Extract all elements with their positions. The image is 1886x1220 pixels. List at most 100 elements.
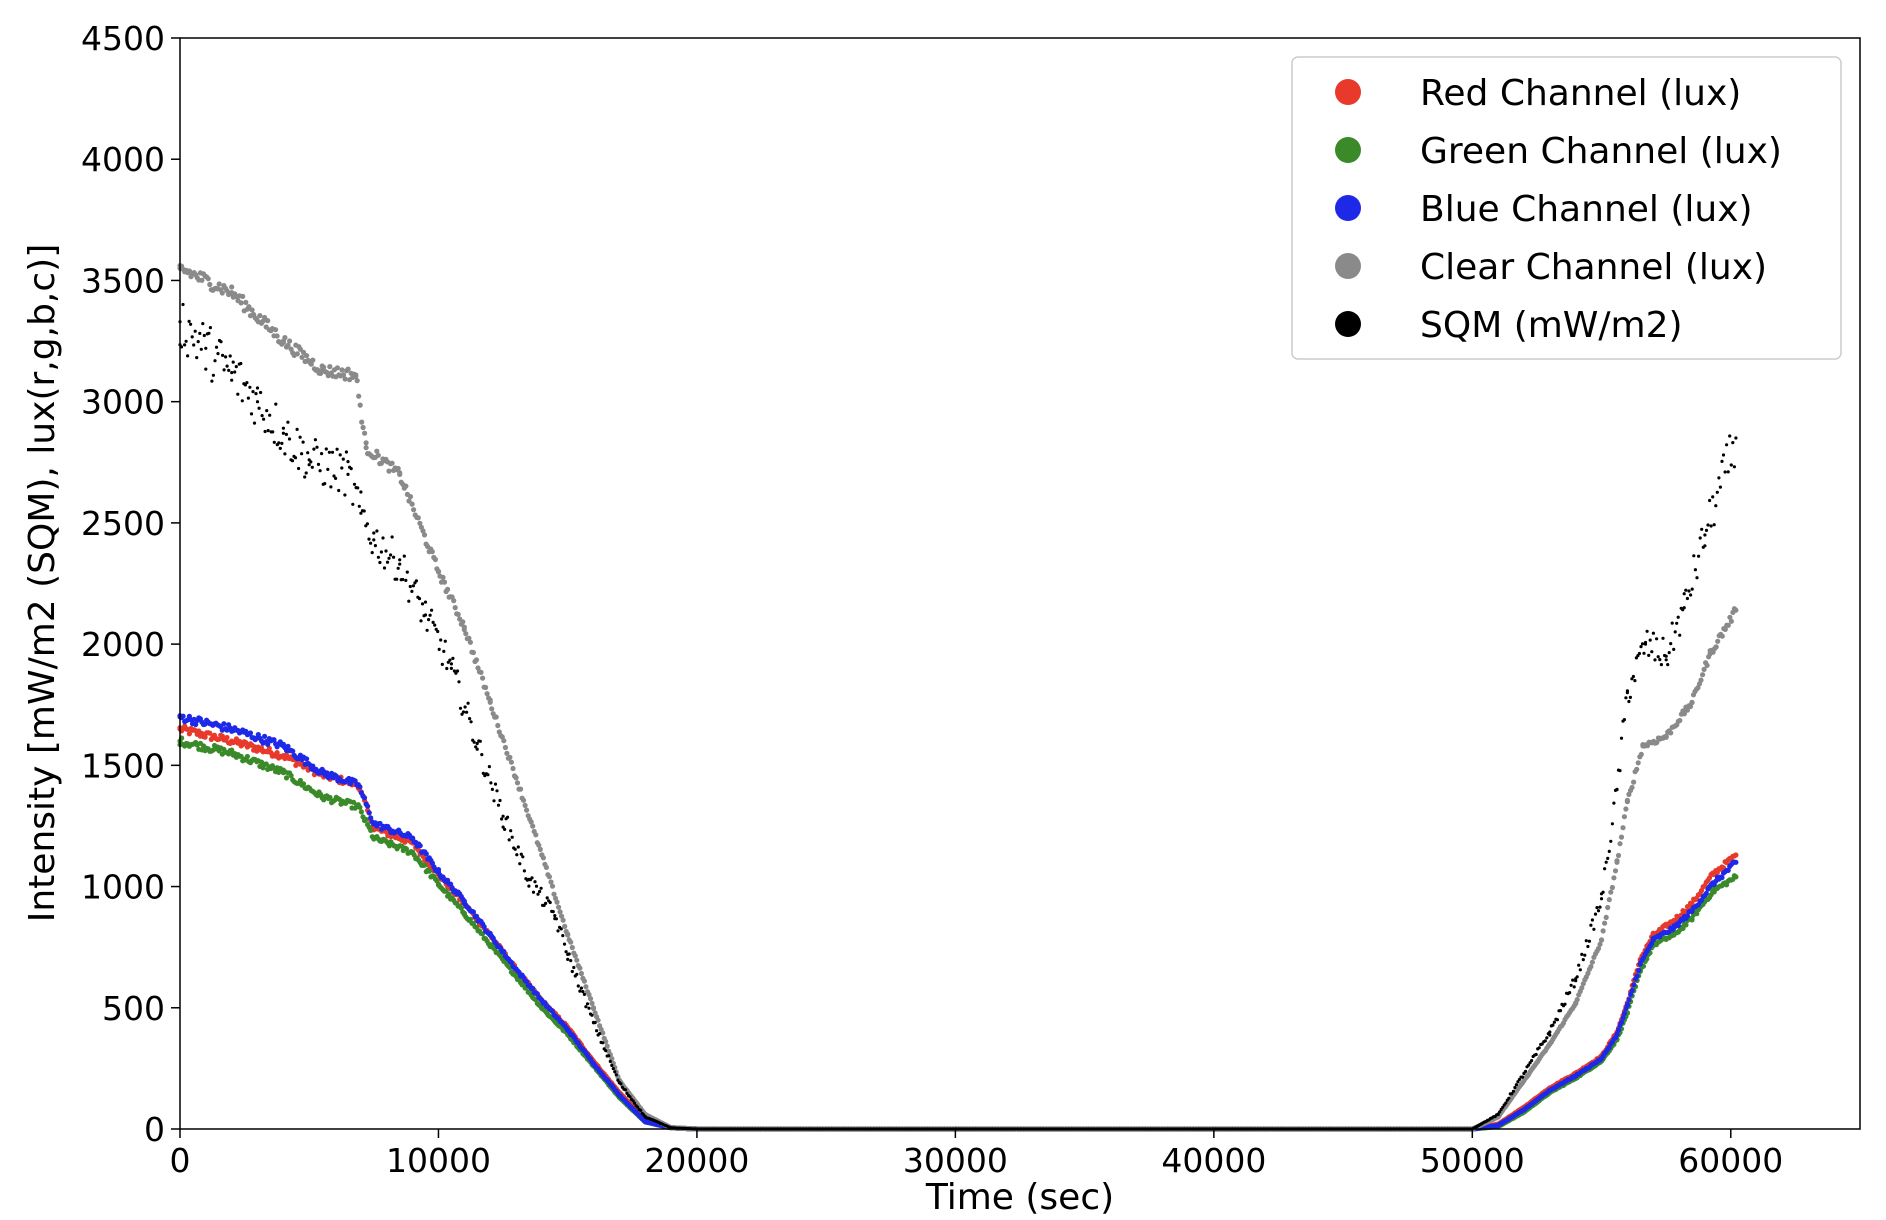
data-point [514,780,521,786]
data-point [1602,920,1608,926]
data-point [271,737,277,743]
data-point [1671,925,1677,931]
data-point [496,803,501,807]
data-point [498,798,502,803]
data-point [1733,852,1739,858]
data-point [439,638,443,642]
data-point [1640,743,1646,749]
data-point [274,402,278,406]
data-point [522,802,528,809]
data-point [249,307,255,313]
data-point [531,890,536,894]
data-point [570,969,574,974]
data-point [266,429,270,433]
data-point [595,1017,601,1023]
data-point [466,635,472,641]
data-point [229,738,235,744]
data-point [319,794,325,800]
data-point [274,333,280,339]
data-point [432,556,438,563]
data-point [572,953,578,959]
data-point [362,430,368,436]
data-point [300,452,304,456]
data-point [205,276,211,282]
data-point [392,555,396,559]
data-point [539,1005,545,1011]
data-point [562,923,568,930]
data-point [492,799,496,803]
data-point [611,1067,615,1071]
data-point [1689,908,1695,914]
data-point [1628,991,1634,998]
data-point [561,934,565,938]
data-point [355,782,361,788]
data-point [474,745,478,749]
data-point [433,623,437,627]
data-point [233,370,237,374]
data-point [473,657,480,663]
data-point [211,373,215,377]
data-point [509,829,513,833]
data-point [463,705,467,709]
data-point [358,809,364,815]
data-point [414,579,418,583]
data-point [423,600,428,604]
data-point [1589,959,1595,965]
data-point [202,333,206,338]
data-point [1621,1010,1627,1017]
data-point [219,733,225,739]
data-point [590,1060,597,1067]
data-point [238,300,244,306]
data-point [195,356,199,360]
data-point [213,359,217,363]
data-point [533,880,537,884]
data-point [513,774,519,781]
data-point [1722,626,1728,633]
data-point [251,390,255,394]
data-point [451,598,457,604]
data-point [478,739,482,743]
data-point [265,741,271,748]
data-point [467,639,473,645]
data-point [1725,622,1731,628]
data-point [307,463,311,467]
data-point [417,597,422,601]
data-point [222,368,226,372]
data-point [467,916,473,923]
data-point [1710,871,1716,878]
data-point [554,899,560,905]
data-point [1611,875,1617,881]
data-point [533,832,539,838]
data-point [335,447,339,451]
data-point [1547,1087,1553,1093]
data-point [363,440,369,446]
data-point [395,577,399,581]
data-point [443,639,447,643]
data-point [600,1030,606,1036]
data-point [323,482,327,486]
data-point [337,488,341,493]
data-point [1588,964,1594,970]
data-point [569,944,575,951]
data-point [446,660,450,664]
data-point [280,441,284,445]
data-point [221,721,227,727]
data-point [352,482,357,486]
data-point [278,446,282,450]
data-point [538,889,542,894]
data-point [557,909,563,915]
data-point [461,710,466,714]
data-point [440,574,446,581]
data-point [297,466,301,471]
data-point [204,367,208,371]
data-point [187,319,191,323]
data-point [546,874,553,880]
data-point [565,932,571,938]
data-point [1636,967,1642,974]
data-point [527,884,531,888]
data-point [316,462,321,466]
data-point [1608,889,1614,895]
data-point [536,842,542,848]
data-point [259,390,263,395]
